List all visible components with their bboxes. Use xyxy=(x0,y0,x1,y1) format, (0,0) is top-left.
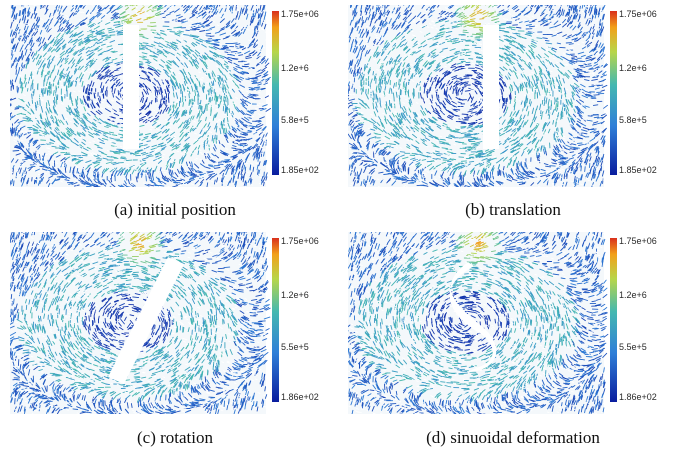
immersed-body xyxy=(123,25,139,149)
colorbar-tick-label: 1.2e+6 xyxy=(281,63,309,73)
colorbar xyxy=(272,238,279,402)
immersed-body xyxy=(108,257,184,384)
velocity-vectors xyxy=(10,5,271,187)
velocity-vectors xyxy=(348,5,608,187)
colorbar-tick-label: 1.2e+6 xyxy=(619,63,647,73)
colorbar-tick-label: 1.2e+6 xyxy=(281,290,309,300)
colorbar-tick-label: 5.5e+5 xyxy=(281,342,309,352)
colorbar-tick-label: 1.85e+02 xyxy=(619,165,657,175)
colorbar-tick-label: 1.2e+6 xyxy=(619,290,647,300)
panel-initial-position: 1.75e+06 1.2e+6 5.8e+5 1.85e+02 xyxy=(10,5,340,187)
colorbar-tick-label: 5.8e+5 xyxy=(619,115,647,125)
colorbar xyxy=(272,11,279,175)
flow-field-plot: 1.75e+06 1.2e+6 5.5e+5 1.86e+02 xyxy=(348,232,657,414)
immersed-body xyxy=(483,25,499,149)
caption-translation: (b) translation xyxy=(465,200,561,219)
colorbar xyxy=(610,11,617,175)
colorbar-tick-label: 5.8e+5 xyxy=(281,115,309,125)
caption-rotation: (c) rotation xyxy=(137,428,213,447)
caption-sinusoidal-deformation: (d) sinuoidal deformation xyxy=(426,428,600,447)
colorbar-tick-label: 1.75e+06 xyxy=(619,9,657,19)
immersed-body xyxy=(449,262,497,372)
colorbar-tick-label: 1.86e+02 xyxy=(619,392,657,402)
flow-field-plot: 1.75e+06 1.2e+6 5.5e+5 1.86e+02 xyxy=(10,232,319,414)
flow-field-plot: 1.75e+06 1.2e+6 5.8e+5 1.85e+02 xyxy=(348,5,657,187)
flow-field-plot: 1.75e+06 1.2e+6 5.8e+5 1.85e+02 xyxy=(10,5,319,187)
velocity-vectors xyxy=(348,232,609,414)
colorbar-tick-label: 1.85e+02 xyxy=(281,165,319,175)
panel-sinusoidal-deformation: 1.75e+06 1.2e+6 5.5e+5 1.86e+02 xyxy=(348,232,678,414)
caption-initial-position: (a) initial position xyxy=(114,200,236,219)
colorbar-tick-label: 5.5e+5 xyxy=(619,342,647,352)
colorbar xyxy=(610,238,617,402)
panel-rotation: 1.75e+06 1.2e+6 5.5e+5 1.86e+02 xyxy=(10,232,340,414)
colorbar-tick-label: 1.75e+06 xyxy=(619,236,657,246)
colorbar-tick-label: 1.75e+06 xyxy=(281,236,319,246)
panel-translation: 1.75e+06 1.2e+6 5.8e+5 1.85e+02 xyxy=(348,5,678,187)
colorbar-tick-label: 1.86e+02 xyxy=(281,392,319,402)
colorbar-tick-label: 1.75e+06 xyxy=(281,9,319,19)
